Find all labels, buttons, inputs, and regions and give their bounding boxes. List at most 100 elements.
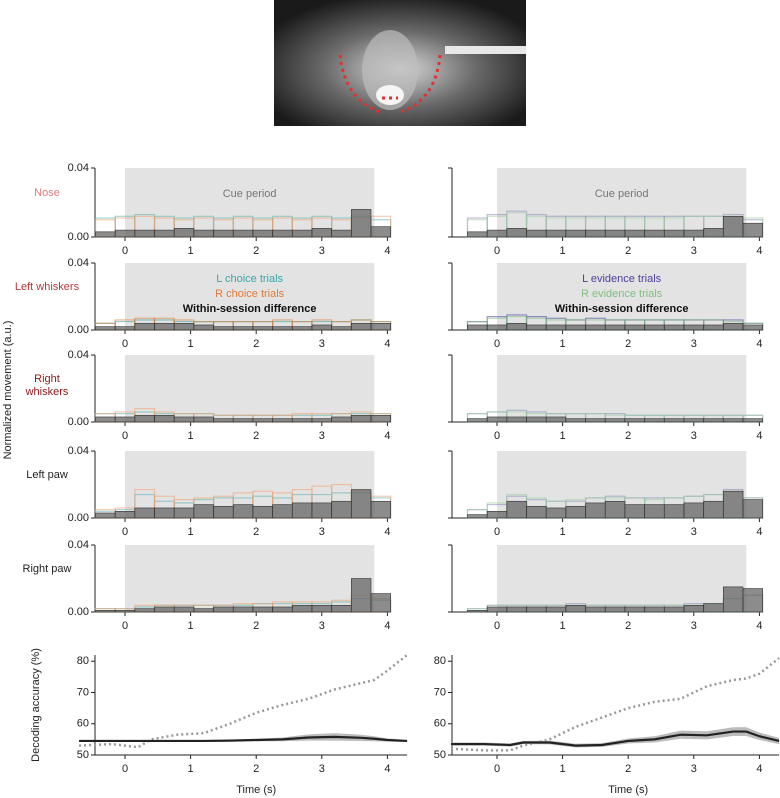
bar — [644, 418, 665, 423]
bar — [252, 505, 273, 519]
bar — [486, 416, 508, 423]
bar — [193, 324, 214, 331]
x-tick-label: 3 — [319, 526, 325, 538]
bar — [585, 418, 606, 423]
x-tick-label: 3 — [691, 338, 697, 350]
bar — [683, 418, 704, 423]
bar — [154, 322, 175, 331]
bar — [173, 322, 195, 331]
bar — [742, 418, 763, 423]
y-tick-label: 60 — [434, 718, 446, 730]
line — [451, 657, 780, 752]
bar — [742, 324, 763, 331]
bar — [370, 226, 391, 238]
bar — [565, 229, 586, 238]
bar — [585, 229, 606, 238]
y-tick-label: 0.00 — [68, 324, 89, 336]
y-tick-label: 0.04 — [68, 539, 89, 551]
bar — [703, 500, 724, 519]
bar — [272, 606, 293, 613]
bar — [232, 606, 254, 613]
bar — [213, 229, 234, 238]
bar — [624, 229, 645, 238]
bar — [742, 588, 763, 613]
bar — [95, 610, 116, 613]
x-tick-label: 0 — [494, 526, 500, 538]
bar — [154, 229, 175, 238]
bar — [272, 418, 293, 423]
bar — [351, 414, 372, 423]
bar — [252, 326, 273, 331]
x-tick-label: 1 — [560, 245, 566, 257]
bar — [683, 502, 704, 519]
x-tick-label: 2 — [625, 763, 631, 775]
bar — [370, 593, 391, 613]
bar — [565, 324, 586, 331]
row-label: Right whiskers — [25, 372, 69, 398]
bar — [683, 324, 704, 331]
bar — [565, 418, 586, 423]
bar — [506, 416, 527, 423]
x-tick-label: 0 — [122, 763, 128, 775]
x-tick-label: 4 — [756, 245, 762, 257]
bar — [663, 324, 685, 331]
bar — [134, 414, 155, 423]
x-tick-label: 1 — [188, 763, 194, 775]
bar — [114, 416, 136, 423]
bar — [486, 606, 508, 613]
x-tick-label: 2 — [253, 526, 259, 538]
bar — [506, 322, 527, 331]
bar — [173, 606, 195, 613]
bar — [742, 222, 763, 238]
bar — [723, 586, 744, 613]
bar — [351, 322, 372, 331]
x-axis-label: Time (s) — [608, 784, 648, 796]
bar — [95, 512, 116, 519]
x-tick-label: 0 — [122, 338, 128, 350]
y-tick-label: 0.04 — [68, 349, 89, 361]
x-tick-label: 1 — [560, 620, 566, 632]
bar — [213, 418, 234, 423]
legend-entry: L evidence trials — [582, 273, 662, 285]
bar — [526, 416, 547, 423]
shade-label: Cue period — [595, 188, 649, 200]
x-tick-label: 3 — [319, 620, 325, 632]
bar — [213, 606, 234, 613]
y-tick-label: 0.00 — [68, 512, 89, 524]
bar — [252, 229, 273, 238]
bar — [644, 606, 665, 613]
bar — [526, 229, 547, 238]
bar — [467, 324, 488, 331]
line — [451, 730, 780, 747]
cue-shade — [497, 545, 747, 612]
y-tick-label: 0.04 — [68, 162, 89, 174]
bar — [291, 502, 313, 519]
bar — [272, 504, 293, 519]
bar — [526, 505, 547, 519]
bar — [604, 324, 626, 331]
x-tick-label: 2 — [253, 763, 259, 775]
bar — [134, 322, 155, 331]
bar — [311, 228, 332, 238]
x-tick-label: 4 — [756, 526, 762, 538]
bar — [506, 606, 527, 613]
bar — [311, 418, 332, 423]
bar — [370, 414, 391, 423]
x-tick-label: 0 — [122, 526, 128, 538]
bar — [114, 610, 136, 613]
bar — [585, 606, 606, 613]
bar — [467, 231, 488, 238]
cue-shade — [497, 355, 747, 422]
bar — [370, 322, 391, 331]
x-tick-label: 2 — [625, 620, 631, 632]
bar — [604, 606, 626, 613]
y-tick-label: 70 — [434, 686, 446, 698]
bar — [565, 604, 586, 613]
bar — [351, 578, 372, 613]
x-tick-label: 4 — [756, 430, 762, 442]
y-tick-label: 70 — [77, 686, 89, 698]
x-tick-label: 4 — [384, 763, 390, 775]
x-tick-label: 4 — [756, 338, 762, 350]
